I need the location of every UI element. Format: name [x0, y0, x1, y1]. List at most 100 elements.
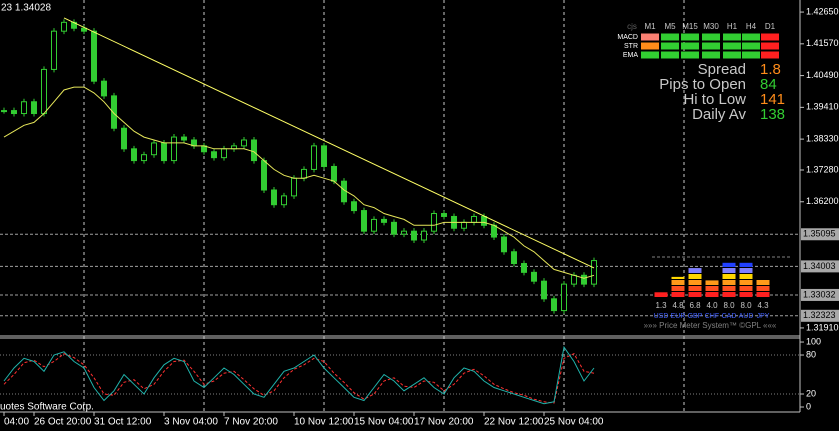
candle-body — [351, 201, 357, 212]
meter-currency: EUR — [671, 313, 686, 320]
candle-body — [31, 101, 37, 115]
y-tick-label: 1.38330 — [806, 133, 839, 143]
candle-body — [171, 136, 177, 162]
candle-body — [291, 177, 297, 197]
signal-block — [761, 33, 779, 41]
osc-tick-label: 0 — [806, 401, 811, 411]
tf-header: M15 — [682, 22, 698, 31]
stat-label: Spread — [698, 61, 746, 78]
candle-body — [531, 271, 537, 282]
candle-body — [561, 283, 567, 312]
meter-segment — [688, 274, 702, 279]
signal-block — [641, 51, 659, 59]
candle-body — [271, 189, 277, 206]
meter-segment — [722, 262, 736, 267]
meter-value: 1.3 — [655, 301, 667, 310]
signal-block — [702, 51, 720, 59]
meter-segment — [705, 292, 719, 297]
candle-body — [251, 139, 257, 162]
candle-body — [321, 145, 327, 167]
tf-header: H4 — [746, 22, 757, 31]
candle-body — [81, 27, 87, 32]
meter-currency: USD — [654, 313, 669, 320]
signal-block — [742, 33, 760, 41]
meter-currency: JPY — [757, 313, 770, 320]
candle-body — [61, 21, 67, 32]
signal-block — [641, 42, 659, 50]
meter-segment — [739, 262, 753, 267]
meter-segment — [688, 292, 702, 297]
x-tick-label: 25 Nov 04:00 — [544, 417, 604, 428]
y-tick-label: 1.36200 — [806, 196, 839, 206]
x-tick-label: 22 Nov 12:00 — [484, 417, 544, 428]
candle-body — [131, 148, 137, 162]
x-tick-label: 3 Nov 04:00 — [164, 417, 218, 428]
candle-body — [261, 160, 267, 191]
y-tick-label: 1.42650 — [806, 6, 839, 16]
signal-block — [702, 42, 720, 50]
candle-body — [161, 142, 167, 162]
candle-body — [151, 142, 157, 156]
meter-value: 4.8 — [672, 301, 684, 310]
osc-main — [3, 345, 595, 405]
signal-block — [681, 51, 699, 59]
candle-body — [121, 127, 127, 150]
stat-value: 1.8 — [760, 61, 781, 78]
meter-segment — [705, 280, 719, 285]
candle-body — [1, 110, 7, 113]
meter-currency: GBP — [688, 313, 703, 320]
candle-body — [581, 274, 587, 285]
tf-header: H1 — [727, 22, 738, 31]
candle-body — [91, 30, 97, 82]
candle-body — [571, 274, 577, 285]
meter-segment — [671, 286, 685, 291]
tf-header: M30 — [703, 22, 719, 31]
level-label: 1.34003 — [803, 261, 836, 271]
meter-currency: CHF — [705, 313, 719, 320]
signal-block — [742, 42, 760, 50]
x-tick-label: 31 Oct 12:00 — [94, 417, 152, 428]
candle-body — [471, 215, 477, 223]
x-tick-label: 17 Nov 20:00 — [414, 417, 474, 428]
meter-value: 8.0 — [723, 301, 735, 310]
tf-header: D1 — [765, 22, 776, 31]
meter-segment — [722, 286, 736, 291]
osc-signal — [3, 353, 595, 404]
signal-block — [661, 33, 679, 41]
meter-segment — [722, 274, 736, 279]
meter-currency: AUD — [739, 313, 754, 320]
signal-block — [723, 42, 741, 50]
signal-block — [681, 33, 699, 41]
candle-body — [111, 95, 117, 129]
signal-block — [723, 33, 741, 41]
candle-body — [461, 221, 467, 229]
stat-value: 138 — [760, 106, 785, 123]
row-label: MACD — [617, 34, 638, 41]
meter-segment — [688, 286, 702, 291]
stat-value: 84 — [760, 76, 777, 93]
symbol-price: 23 1.34028 — [1, 3, 51, 14]
candle-body — [241, 139, 247, 147]
meter-value: 6.8 — [689, 301, 701, 310]
candle-body — [311, 145, 317, 170]
meter-segment — [722, 292, 736, 297]
osc-tick-label: 80 — [806, 349, 816, 359]
meter-segment — [688, 280, 702, 285]
x-tick-label: 7 Nov 20:00 — [224, 417, 278, 428]
candle-body — [421, 230, 427, 241]
signal-block — [661, 42, 679, 50]
candle-body — [101, 80, 107, 97]
y-tick-label: 1.40490 — [806, 70, 839, 80]
candle-body — [381, 218, 387, 223]
candle-body — [481, 215, 487, 226]
moving-average — [3, 86, 595, 279]
signal-block — [681, 42, 699, 50]
candle-body — [541, 280, 547, 300]
meter-value: 8.0 — [740, 301, 752, 310]
meter-segment — [671, 292, 685, 297]
signal-block — [761, 42, 779, 50]
candle-body — [511, 251, 517, 265]
